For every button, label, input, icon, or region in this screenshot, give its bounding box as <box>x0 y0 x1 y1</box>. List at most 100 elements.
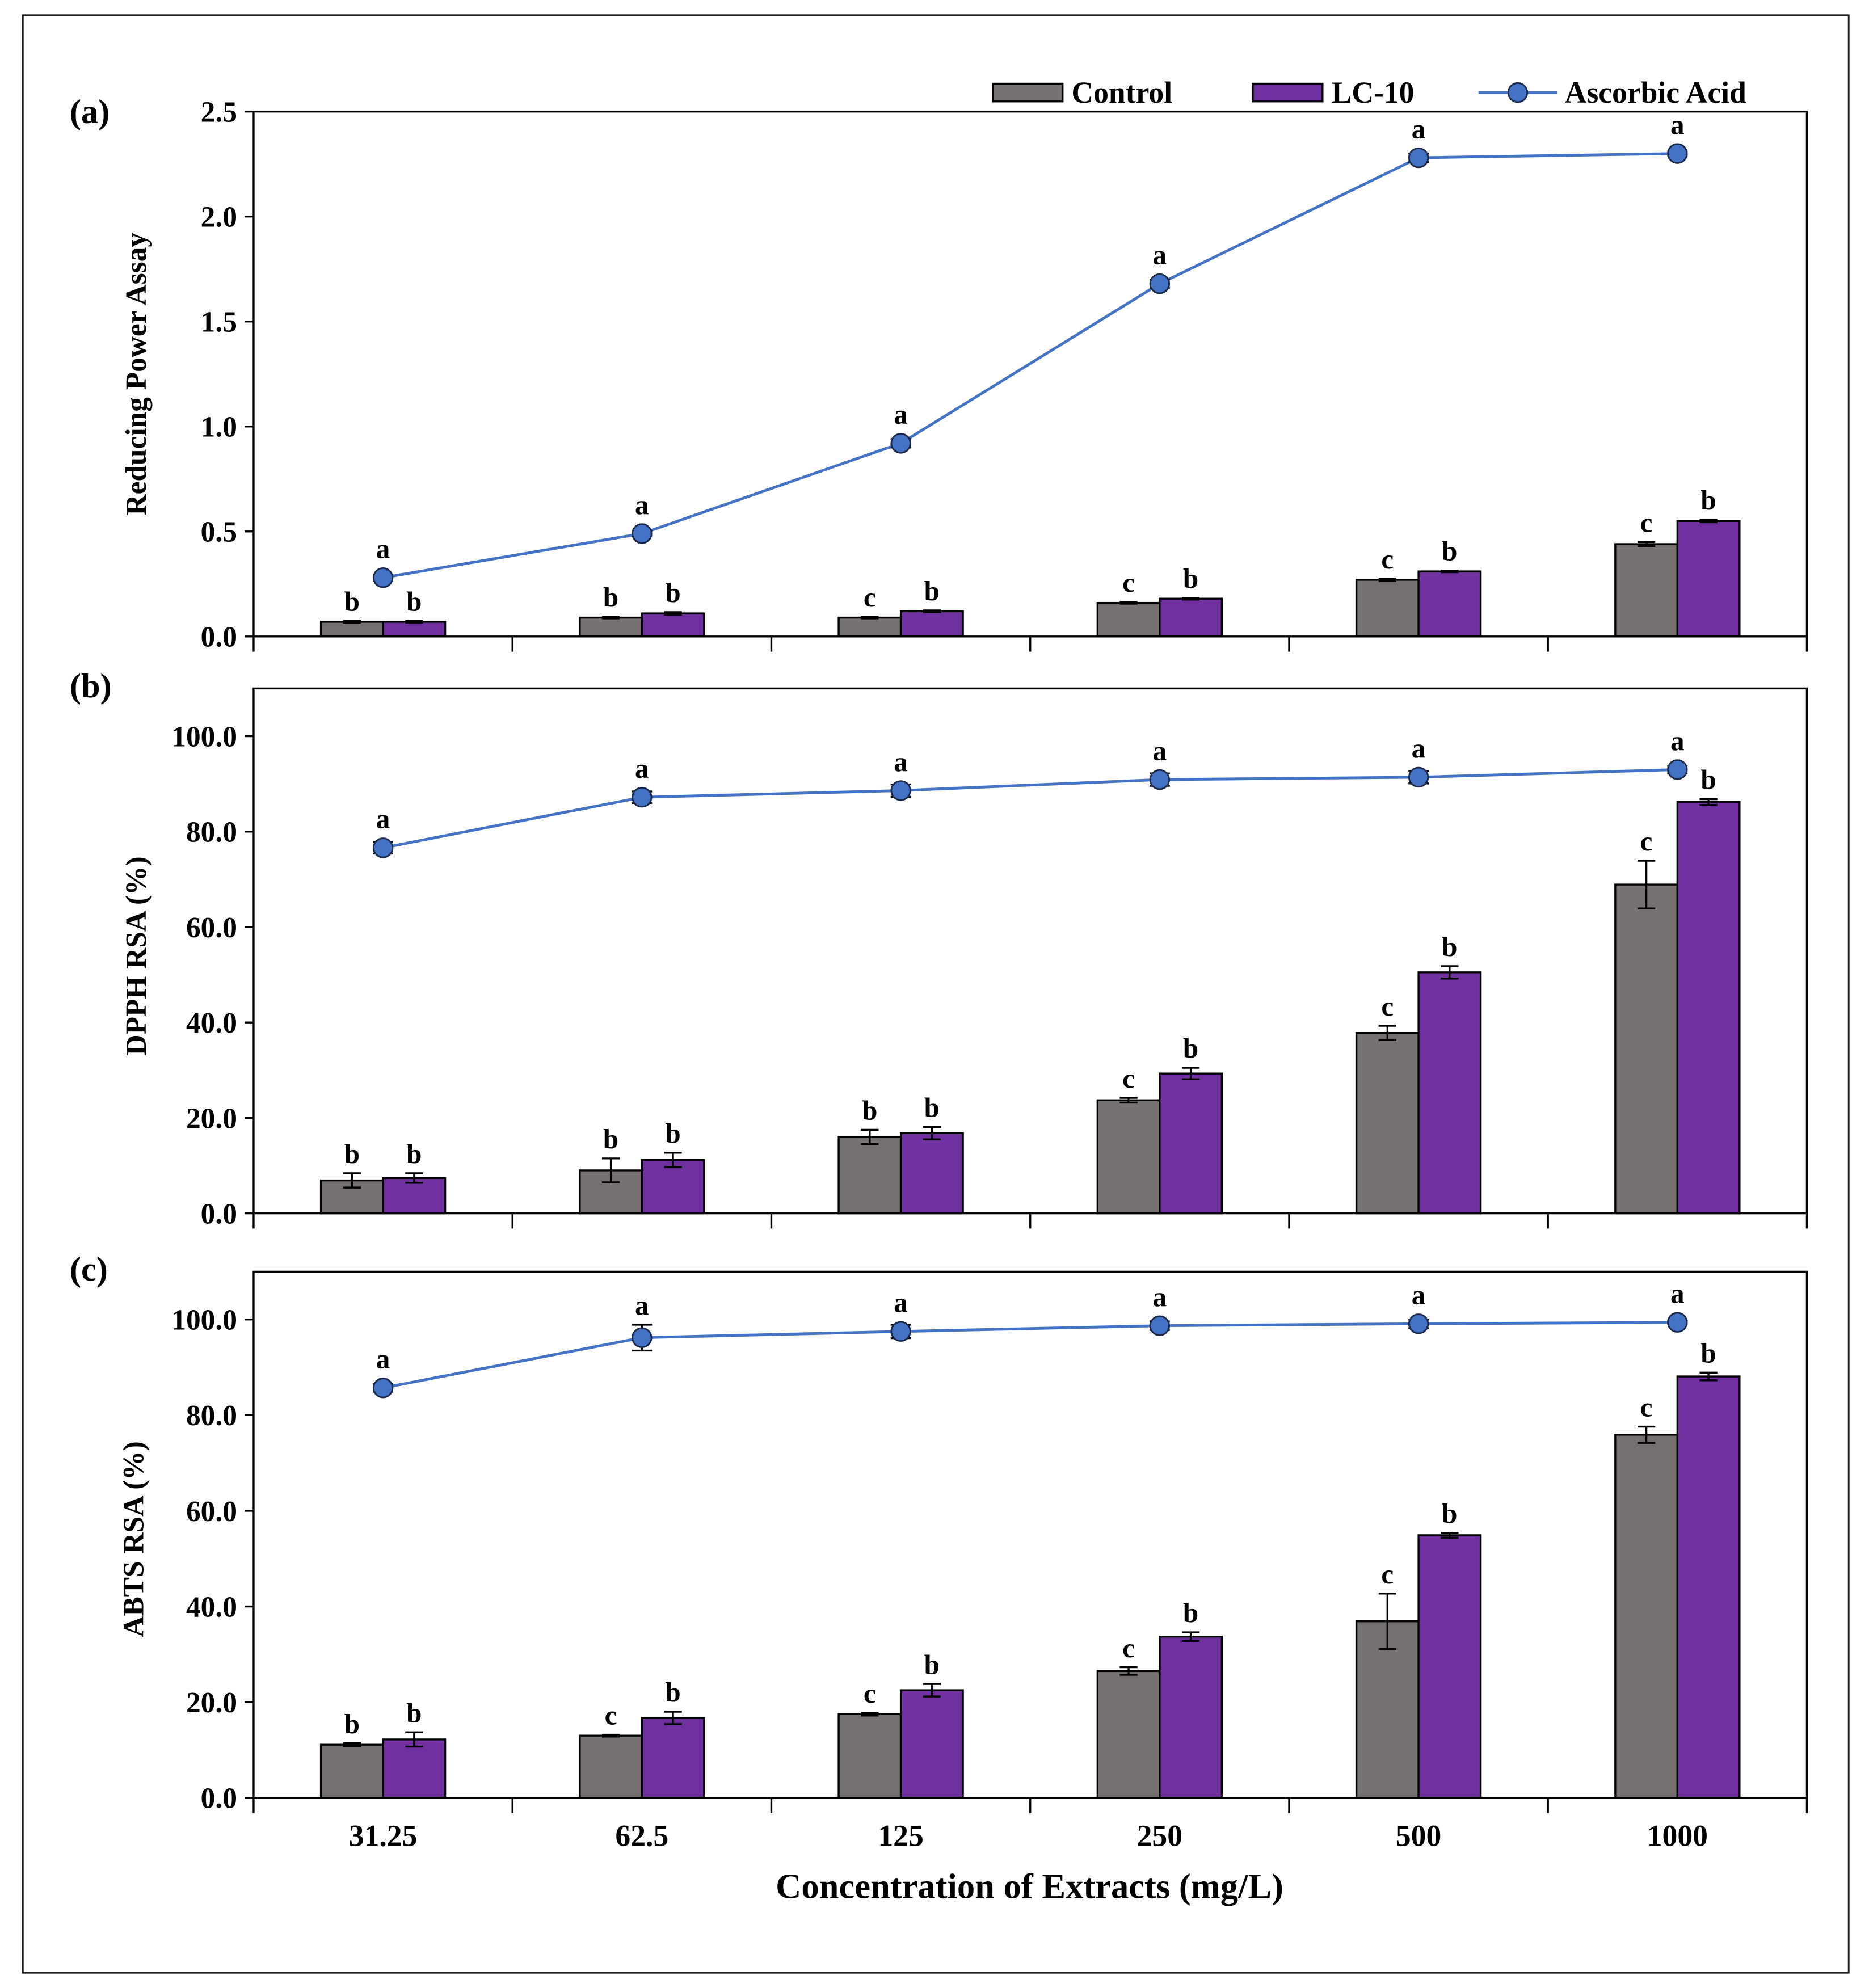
panel-c-y-tick-label-4: 60.0 <box>186 1496 237 1528</box>
panel-a-ascorbic-acid-letter-1: a <box>376 533 390 565</box>
panel-a-lc10-error-bar-2 <box>664 611 682 616</box>
panel-c-control-error-bar-2 <box>601 1733 620 1738</box>
legend-control-label: Control <box>1071 75 1172 109</box>
panel-b-lc10-bar-2 <box>641 1159 705 1215</box>
panel-b-lc10-letter-5: b <box>1442 931 1457 962</box>
panel-a-control-letter-3: c <box>864 582 876 613</box>
panel-b-ascorbic-acid-letter-5: a <box>1412 732 1426 764</box>
panel-a-lc10-bar-3 <box>899 610 964 638</box>
x-tick-label-4: 250 <box>1137 1819 1182 1853</box>
figure-border <box>22 14 1850 1974</box>
panel-c-ascorbic-acid-letter-6: a <box>1670 1278 1685 1309</box>
panel-b-bar-error-bars <box>343 798 1718 1189</box>
panel-a-ascorbic-acid-point-2 <box>632 523 653 544</box>
panel-c-lc10-error-bar-5 <box>1441 1532 1459 1539</box>
panel-a-lc10-error-bar-6 <box>1699 519 1718 524</box>
panel-c-lc10-bar-6 <box>1676 1375 1741 1799</box>
panel-a-lc10-error-bar-5 <box>1441 569 1459 574</box>
panel-b-lc10-bar-6 <box>1676 801 1741 1215</box>
panel-a-lc10-letter-2: b <box>665 577 680 608</box>
legend-item-ascorbic-acid: Ascorbic Acid <box>1478 75 1746 109</box>
panel-c-ascorbic-acid-line <box>382 1321 1678 1389</box>
panel-b-lc10-letter-4: b <box>1183 1033 1198 1064</box>
panel-a-y-tick-label-3: 1.0 <box>201 411 237 444</box>
panel-c-control-letter-2: c <box>605 1700 617 1731</box>
panel-b-lc10-letter-1: b <box>406 1138 422 1169</box>
panel-b-lc10-error-bar-6 <box>1699 798 1718 806</box>
panel-b-control-bar-6 <box>1614 883 1679 1215</box>
panel-a-control-error-bar-2 <box>601 616 620 620</box>
panel-b-lc10-error-bar-3 <box>923 1126 941 1140</box>
panel-a-lc10-error-bar-3 <box>923 609 941 613</box>
panel-c-control-error-bar-4 <box>1119 1666 1138 1676</box>
panel-a-lc10-bar-1 <box>382 621 447 638</box>
x-tick-label-1: 31.25 <box>349 1819 418 1853</box>
panel-a-control-bar-5 <box>1355 579 1420 638</box>
panel-a-label: (a) <box>70 93 110 131</box>
panel-c-y-tick-label-1: 0.0 <box>201 1783 237 1815</box>
panel-c-bars <box>319 1375 1741 1799</box>
panel-b-ascorbic-acid-series <box>372 759 1688 858</box>
panel-a-control-bar-2 <box>579 616 643 638</box>
panel-a-lc10-letter-3: b <box>924 575 940 606</box>
panel-c-marks: 0.0 20.0 40.0 60.0 80.0 100.0 31.25 62.5 125 250 5… <box>171 1278 1808 1853</box>
panel-b-lc10-letter-2: b <box>665 1118 680 1149</box>
legend-control-swatch <box>992 82 1064 103</box>
panel-a-control-letter-4: c <box>1122 567 1135 598</box>
panel-c-y-tick-label-3: 40.0 <box>186 1591 237 1623</box>
panel-c-control-error-bar-3 <box>861 1712 879 1717</box>
panel-a-control-letter-6: c <box>1640 507 1653 538</box>
panel-b-y-tick-label-6: 100.0 <box>171 721 237 753</box>
panel-c-control-error-bar-5 <box>1378 1593 1396 1650</box>
panel-c-lc10-bar-4 <box>1159 1635 1223 1799</box>
panel-b-control-letter-3: b <box>862 1095 877 1126</box>
panel-a-ascorbic-acid-point-4 <box>1149 273 1171 294</box>
panel-a-control-letter-5: c <box>1381 544 1394 575</box>
panel-b-y-tick-label-4: 60.0 <box>186 912 237 944</box>
panel-b-control-bar-4 <box>1096 1099 1161 1215</box>
legend-item-control: Control <box>992 75 1172 109</box>
panel-c-control-bar-6 <box>1614 1434 1679 1799</box>
panel-c-lc10-letter-3: b <box>924 1649 940 1680</box>
panel-c-lc10-bar-3 <box>899 1689 964 1799</box>
panel-a: (a) Reducing Power Assay 0.0 0.5 1.0 1.5 2.0… <box>70 93 1808 654</box>
panel-a-control-bar-1 <box>319 621 384 638</box>
panel-a-control-error-bar-3 <box>861 616 879 620</box>
panel-a-lc10-error-bar-1 <box>405 620 423 624</box>
panel-b-ascorbic-acid-point-5 <box>1408 766 1429 788</box>
panel-a-control-error-bar-1 <box>343 620 361 624</box>
panel-a-control-error-bar-5 <box>1378 578 1396 582</box>
panel-a-lc10-letter-6: b <box>1700 485 1716 516</box>
panel-c-ascorbic-acid-series <box>372 1312 1688 1399</box>
panel-b-label: (b) <box>70 667 112 705</box>
panel-b-control-bar-3 <box>837 1136 902 1215</box>
panel-c-lc10-bar-5 <box>1417 1534 1482 1799</box>
panel-b-y-tick-label-5: 80.0 <box>186 816 237 849</box>
panel-b-control-letter-4: c <box>1122 1063 1135 1094</box>
panel-b-plot-frame <box>252 687 1808 1215</box>
panel-c-y-axis-label: ABTS RSA (%) <box>118 1441 150 1637</box>
panel-b-control-letter-6: c <box>1640 825 1653 857</box>
panel-c-ascorbic-acid-letter-4: a <box>1153 1281 1167 1312</box>
panel-a-y-tick-label-5: 2.0 <box>201 201 237 234</box>
panel-c-lc10-letter-2: b <box>665 1677 680 1708</box>
panel-c-control-error-bar-6 <box>1637 1425 1656 1444</box>
panel-a-control-letter-1: b <box>344 586 360 617</box>
panel-a-ascorbic-acid-letter-6: a <box>1670 109 1685 140</box>
panel-a-lc10-letter-1: b <box>406 586 422 617</box>
x-tick-label-6: 1000 <box>1647 1819 1708 1853</box>
panel-a-control-bar-3 <box>837 616 902 638</box>
panel-a-y-axis: 0.0 0.5 1.0 1.5 2.0 2.5 <box>201 96 254 654</box>
panel-a-lc10-bar-6 <box>1676 520 1741 638</box>
panel-a-lc10-bar-4 <box>1159 597 1223 638</box>
panel-c-lc10-letter-5: b <box>1442 1498 1457 1529</box>
panel-b-ascorbic-acid-letter-3: a <box>894 746 908 777</box>
panel-c-control-letter-4: c <box>1122 1632 1135 1663</box>
panel-a-y-axis-label: Reducing Power Assay <box>120 233 153 516</box>
panel-c-ascorbic-acid-point-5 <box>1408 1313 1429 1334</box>
panel-a-y-tick-label-4: 1.5 <box>201 306 237 339</box>
panel-a-lc10-bar-5 <box>1417 570 1482 638</box>
panel-c-ascorbic-acid-point-3 <box>890 1321 911 1342</box>
legend: Control LC-10 Ascorbic Acid <box>992 75 1746 109</box>
panel-c-control-letter-1: b <box>344 1708 360 1740</box>
